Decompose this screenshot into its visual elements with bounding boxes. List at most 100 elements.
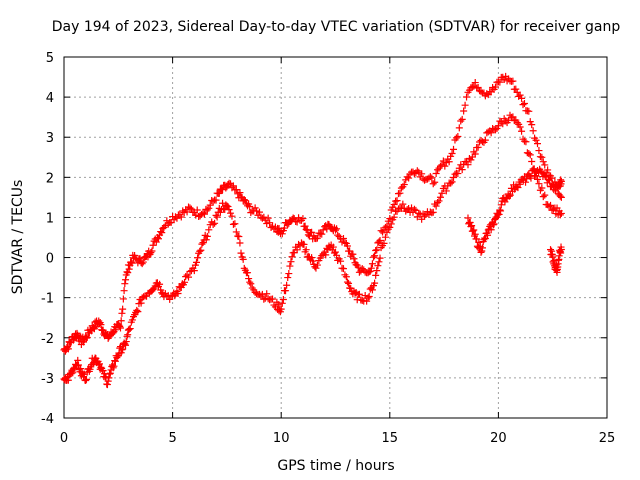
data-point — [284, 274, 292, 282]
data-point — [556, 192, 564, 200]
data-point — [463, 93, 471, 101]
data-point — [429, 208, 437, 216]
data-point — [536, 153, 544, 161]
data-point — [466, 219, 474, 227]
data-point — [177, 213, 185, 221]
data-point — [105, 374, 113, 382]
data-point — [386, 223, 394, 231]
x-tick-label: 25 — [599, 431, 616, 446]
data-point — [525, 107, 533, 115]
data-point — [505, 192, 513, 200]
data-point — [539, 158, 547, 166]
data-point — [225, 206, 233, 214]
data-point — [124, 269, 132, 277]
data-point — [236, 239, 244, 247]
series-points — [547, 243, 565, 276]
data-point — [118, 346, 126, 354]
data-point — [441, 162, 449, 170]
series-points — [60, 111, 565, 389]
data-point — [480, 236, 488, 244]
data-point — [370, 253, 378, 261]
data-point — [374, 262, 382, 270]
data-point — [513, 119, 521, 127]
data-point — [245, 275, 253, 283]
data-point — [535, 180, 543, 188]
data-point — [413, 167, 421, 175]
data-point — [106, 370, 114, 378]
y-tick-label: 2 — [46, 171, 54, 186]
data-point — [134, 308, 142, 316]
data-point — [489, 221, 497, 229]
data-point — [126, 325, 134, 333]
data-point — [119, 305, 127, 313]
data-point — [434, 198, 442, 206]
data-point — [345, 279, 353, 287]
data-point — [557, 209, 565, 217]
data-point — [103, 381, 111, 389]
data-point — [426, 173, 434, 181]
data-point — [526, 118, 534, 126]
data-point — [354, 263, 362, 271]
data-point — [82, 333, 90, 341]
data-point — [332, 248, 339, 256]
data-point — [148, 247, 156, 255]
data-point — [110, 362, 118, 370]
data-point — [431, 178, 439, 186]
data-point — [139, 258, 147, 266]
data-point — [319, 226, 327, 234]
data-point — [284, 220, 292, 228]
data-point — [474, 83, 482, 91]
data-point — [300, 240, 308, 248]
y-tick-label: 0 — [46, 252, 54, 267]
data-point — [236, 189, 244, 197]
data-point — [278, 299, 286, 307]
data-point — [203, 206, 211, 214]
data-point — [241, 197, 249, 205]
data-point — [538, 184, 546, 192]
data-point — [351, 289, 359, 297]
data-point — [227, 209, 235, 217]
data-point — [251, 204, 259, 212]
data-point — [450, 145, 458, 153]
data-point — [343, 242, 351, 250]
data-point — [229, 182, 237, 190]
data-point — [333, 251, 341, 259]
data-point — [127, 258, 135, 266]
data-point — [339, 234, 347, 242]
data-point — [400, 181, 408, 189]
data-point — [457, 117, 465, 125]
data-point — [339, 265, 347, 273]
data-point — [119, 295, 127, 303]
data-point — [190, 267, 198, 275]
data-point — [470, 226, 478, 234]
data-point — [434, 166, 442, 174]
data-point — [495, 210, 503, 218]
data-point — [282, 287, 290, 295]
data-point — [343, 278, 351, 286]
data-point — [122, 338, 130, 346]
data-point — [436, 193, 444, 201]
data-point — [121, 280, 129, 288]
data-point — [454, 170, 462, 178]
data-point — [528, 157, 536, 165]
data-point — [496, 206, 504, 214]
data-point — [538, 153, 546, 161]
data-point — [125, 265, 133, 273]
data-point — [266, 219, 274, 227]
data-point — [349, 250, 357, 258]
data-point — [373, 246, 381, 254]
data-point — [203, 232, 211, 240]
data-point — [228, 212, 236, 220]
data-point — [355, 290, 363, 298]
y-tick-label: -3 — [41, 372, 54, 387]
data-point — [445, 158, 453, 166]
data-point — [468, 222, 476, 230]
data-point — [193, 206, 201, 214]
data-point — [556, 211, 564, 219]
data-point — [269, 295, 277, 303]
data-point — [308, 228, 316, 236]
data-point — [497, 207, 505, 215]
data-point — [322, 251, 330, 259]
data-point — [516, 91, 524, 99]
data-point — [205, 204, 213, 212]
